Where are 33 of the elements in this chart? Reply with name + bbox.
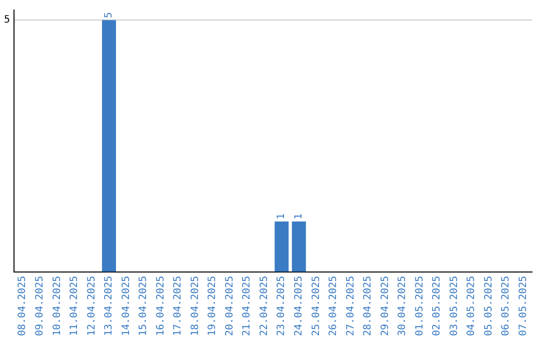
x-tick-label: 08.04.2025 (17, 276, 28, 336)
x-tick-label: 16.04.2025 (155, 276, 166, 336)
x-tick-label: 01.05.2025 (414, 276, 426, 336)
x-tick-label: 29.04.2025 (380, 276, 391, 336)
x-tick-label: 11.04.2025 (69, 276, 80, 336)
x-tick-label: 26.04.2025 (328, 276, 340, 336)
data-label: 1 (276, 213, 288, 220)
x-tick-label: 09.04.2025 (34, 276, 46, 336)
x-tick-label: 03.05.2025 (448, 276, 460, 336)
x-tick-label: 15.04.2025 (138, 276, 150, 336)
x-tick-label: 05.05.2025 (483, 276, 494, 336)
data-label: 1 (294, 213, 305, 220)
x-tick-label: 27.04.2025 (345, 276, 356, 336)
x-tick-label: 10.04.2025 (52, 276, 63, 336)
x-tick-label: 02.05.2025 (432, 276, 443, 336)
x-tick-label: 06.05.2025 (500, 276, 512, 336)
x-tick-label: 23.04.2025 (276, 276, 288, 336)
x-tick-label: 14.04.2025 (120, 276, 132, 336)
x-tick-label: 12.04.2025 (86, 276, 98, 336)
x-tick-label: 19.04.2025 (207, 276, 218, 336)
x-tick-label: 30.04.2025 (397, 276, 408, 336)
x-tick-label: 25.04.2025 (310, 276, 322, 336)
x-tick-label: 04.05.2025 (466, 276, 478, 336)
x-tick-label: 18.04.2025 (190, 276, 201, 336)
x-tick-label: 22.04.2025 (258, 276, 270, 336)
x-tick-label: 24.04.2025 (294, 276, 305, 336)
x-tick-label: 17.04.2025 (172, 276, 184, 336)
x-tick-label: 20.04.2025 (224, 276, 236, 336)
x-tick-label: 21.04.2025 (242, 276, 253, 336)
x-tick-label: 13.04.2025 (104, 276, 115, 336)
x-tick-label: 28.04.2025 (362, 276, 374, 336)
data-label: 5 (104, 12, 115, 18)
x-tick-label: 07.05.2025 (518, 276, 529, 336)
